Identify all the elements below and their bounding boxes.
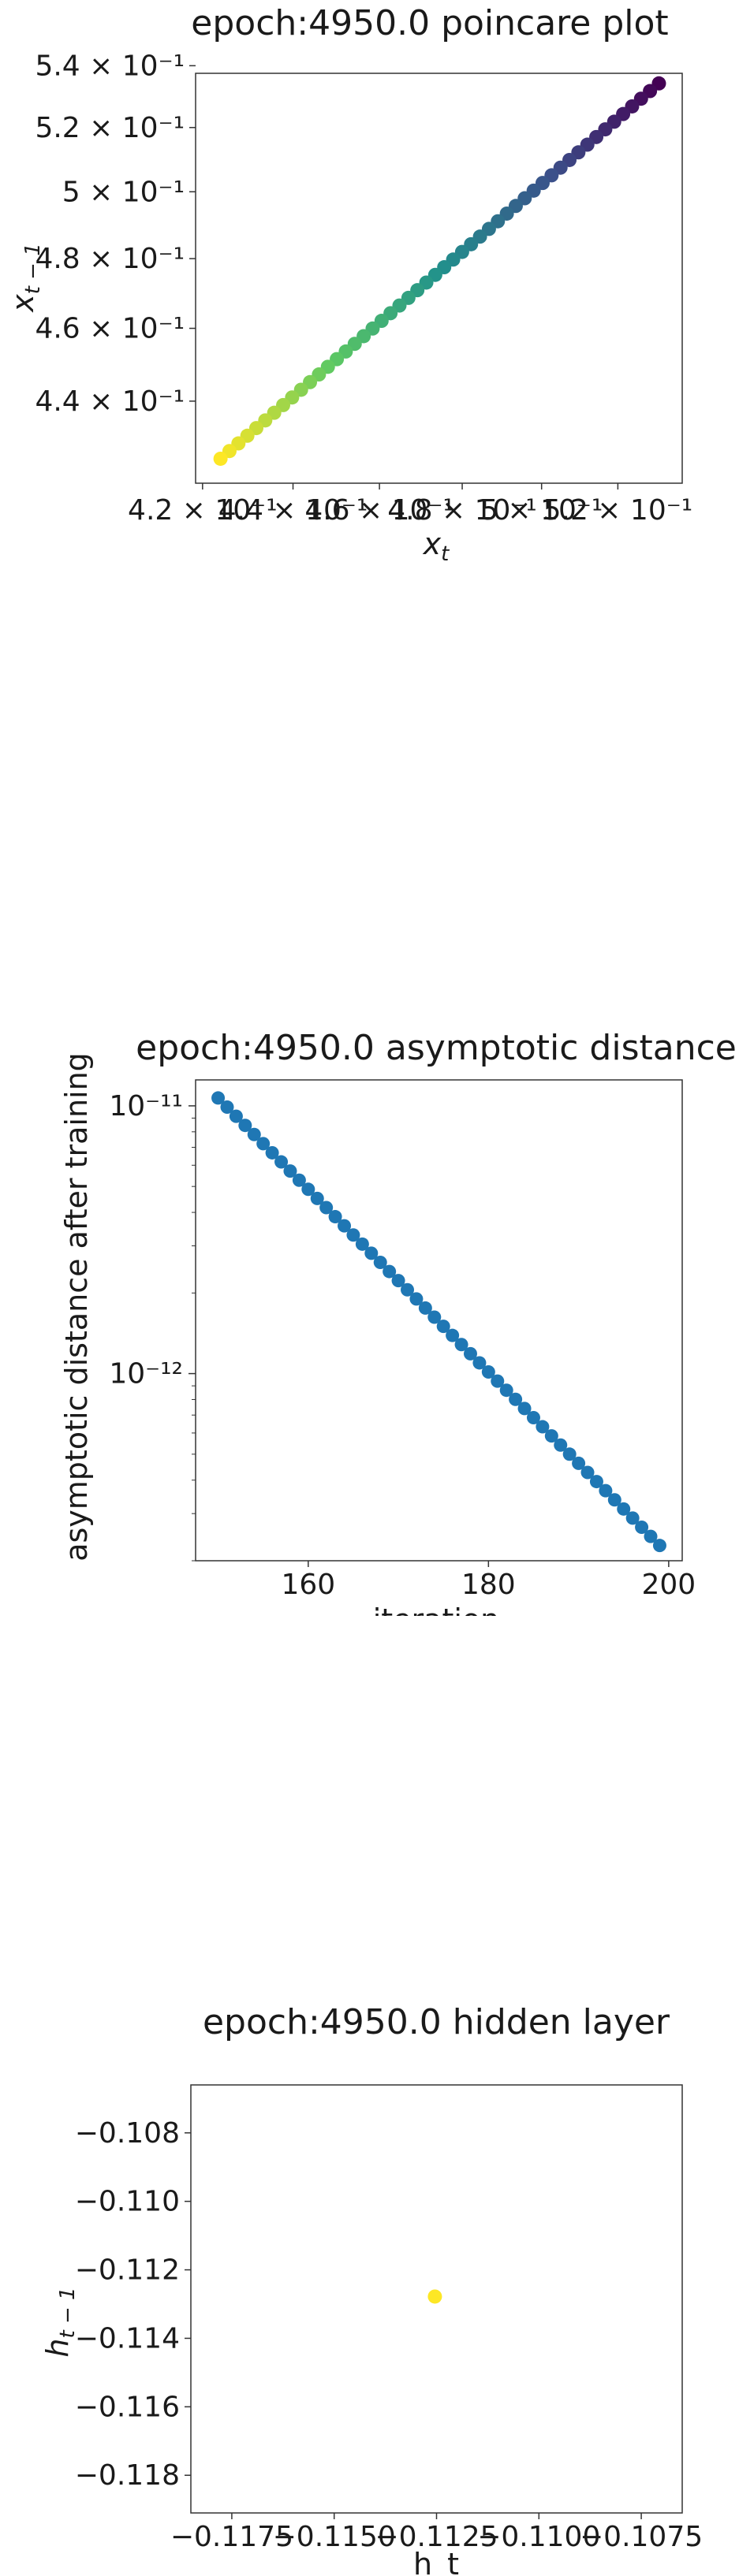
data-point bbox=[599, 1483, 613, 1498]
data-point bbox=[328, 1210, 342, 1224]
data-point bbox=[526, 1410, 540, 1424]
data-point bbox=[436, 1320, 450, 1334]
data-point bbox=[265, 1145, 279, 1160]
plot-frame bbox=[195, 73, 683, 484]
data-point bbox=[401, 1282, 415, 1297]
data-point bbox=[247, 1127, 261, 1141]
data-point bbox=[355, 1237, 369, 1251]
data-point bbox=[554, 1438, 568, 1452]
y-tick-label: −0.112 bbox=[75, 2254, 180, 2287]
y-tick-label: −0.110 bbox=[75, 2186, 180, 2218]
x-tick-label: −0.1150 bbox=[273, 2521, 396, 2553]
data-point bbox=[373, 1255, 387, 1269]
y-axis-label: asymptotic distance after training bbox=[59, 1052, 94, 1562]
y-tick-label: 4.6 × 10⁻¹ bbox=[35, 313, 185, 345]
x-tick-label: −0.1125 bbox=[375, 2521, 498, 2553]
data-point bbox=[635, 1520, 649, 1534]
data-point bbox=[383, 1264, 397, 1279]
data-point bbox=[446, 1328, 460, 1342]
y-tick-label: −0.108 bbox=[75, 2117, 180, 2150]
data-point bbox=[427, 1310, 442, 1324]
data-point bbox=[301, 1182, 315, 1197]
x-tick-label: 160 bbox=[281, 1569, 335, 1601]
x-tick-label: 5.2 × 10⁻¹ bbox=[543, 494, 693, 527]
data-point bbox=[572, 1456, 586, 1470]
data-point bbox=[274, 1155, 289, 1169]
data-point bbox=[607, 1493, 621, 1507]
data-point bbox=[454, 1338, 468, 1352]
data-point bbox=[544, 1429, 558, 1443]
x-tick-label: 4.2 × 10⁻¹ bbox=[128, 494, 278, 527]
x-tick-label: −0.1100 bbox=[477, 2521, 600, 2553]
data-point bbox=[517, 1402, 532, 1416]
data-point bbox=[346, 1228, 360, 1242]
data-point bbox=[509, 1392, 523, 1406]
data-point bbox=[364, 1246, 379, 1260]
data-point bbox=[463, 1346, 477, 1361]
x-tick-label: 4.4 × 10⁻¹ bbox=[218, 494, 368, 527]
data-point bbox=[589, 1475, 603, 1489]
chart-title: epoch:4950.0 hidden layer bbox=[203, 2002, 670, 2042]
hidden-layer-chart: epoch:4950.0 hidden layer −0.108 −0.110 −0… bbox=[40, 2002, 703, 2576]
data-point bbox=[427, 2289, 442, 2304]
data-point bbox=[256, 1137, 271, 1151]
data-point bbox=[229, 1109, 243, 1123]
data-point bbox=[481, 1365, 495, 1379]
data-point bbox=[338, 1219, 352, 1233]
y-tick-label: −0.116 bbox=[75, 2391, 180, 2423]
data-point bbox=[491, 1374, 505, 1388]
x-tick-label: −0.1175 bbox=[170, 2521, 293, 2553]
y-tick-label: 10⁻¹¹ bbox=[109, 1090, 183, 1122]
data-point bbox=[211, 1091, 226, 1105]
data-point bbox=[472, 1356, 487, 1370]
x-axis-label: iteration bbox=[373, 1603, 500, 1616]
asymptotic-distance-chart: epoch:4950.0 asymptotic distance 10⁻¹² 10… bbox=[59, 1028, 737, 1616]
x-tick-label: 4.6 × 10⁻¹ bbox=[304, 494, 454, 527]
data-point bbox=[391, 1274, 405, 1288]
x-tick-label: 4.8 × 10⁻¹ bbox=[387, 494, 537, 527]
y-tick-label: 5 × 10⁻¹ bbox=[62, 176, 185, 208]
data-point bbox=[617, 1502, 631, 1516]
data-point bbox=[644, 1529, 658, 1543]
data-point bbox=[562, 1447, 577, 1461]
data-point bbox=[652, 1539, 666, 1553]
x-tick-label: −0.1075 bbox=[580, 2521, 703, 2553]
x-axis-label: h_t bbox=[413, 2547, 459, 2576]
data-point bbox=[536, 1420, 550, 1434]
y-tick-label: 4.8 × 10⁻¹ bbox=[35, 243, 185, 275]
data-point bbox=[310, 1191, 324, 1205]
data-point bbox=[220, 1100, 234, 1115]
y-tick-label: 5.4 × 10⁻¹ bbox=[35, 50, 185, 82]
data-point bbox=[319, 1201, 334, 1215]
y-tick-label: 10⁻¹² bbox=[109, 1358, 183, 1390]
data-point bbox=[580, 1465, 595, 1480]
plot-frame bbox=[190, 2084, 683, 2514]
data-point bbox=[292, 1173, 306, 1187]
plot-frame bbox=[195, 1079, 683, 1562]
y-tick-label: 4.4 × 10⁻¹ bbox=[35, 385, 185, 418]
x-axis-label: xt bbox=[423, 527, 450, 566]
data-point bbox=[409, 1292, 424, 1306]
data-point bbox=[499, 1383, 513, 1398]
data-point bbox=[213, 451, 228, 466]
x-tick-label: 180 bbox=[461, 1569, 516, 1601]
chart-title: epoch:4950.0 poincare plot bbox=[191, 3, 668, 43]
data-point bbox=[238, 1119, 252, 1133]
data-point bbox=[625, 1511, 640, 1525]
y-tick-label: 5.2 × 10⁻¹ bbox=[35, 112, 185, 144]
chart-title: epoch:4950.0 asymptotic distance bbox=[136, 1028, 737, 1068]
data-point bbox=[283, 1164, 297, 1178]
x-tick-label: 200 bbox=[642, 1569, 696, 1601]
y-axis-label: ht − 1 bbox=[40, 2287, 80, 2357]
y-axis-label: xt − 1 bbox=[6, 243, 45, 313]
y-tick-label: −0.118 bbox=[75, 2459, 180, 2492]
data-point bbox=[418, 1301, 432, 1315]
poincare-chart: epoch:4950.0 poincare plot 4.4 × 10⁻¹4.6… bbox=[6, 3, 693, 566]
x-tick-label: 5 × 10⁻¹ bbox=[480, 494, 603, 527]
y-tick-label: −0.114 bbox=[75, 2322, 180, 2355]
